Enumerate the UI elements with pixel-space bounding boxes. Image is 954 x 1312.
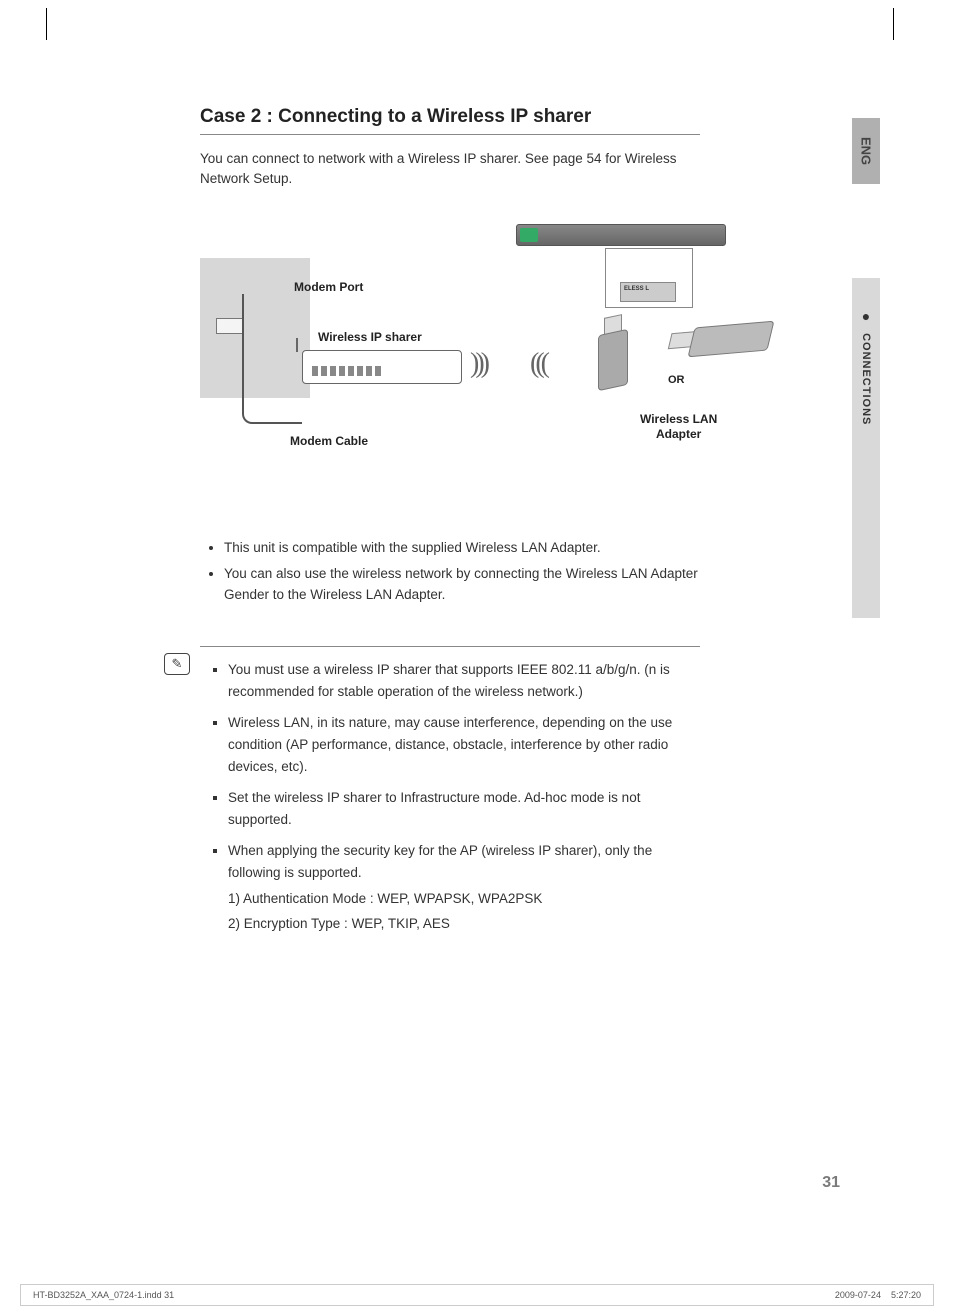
footer-date: 2009-07-24 [835,1290,881,1300]
note-sub-1: 1) Authentication Mode : WEP, WPAPSK, WP… [228,888,700,910]
note-sub-2: 2) Encryption Type : WEP, TKIP, AES [228,913,700,935]
modem-cable-label: Modem Cable [290,434,368,448]
dongle2-body-icon [687,320,774,357]
router-ports-icon [312,366,382,376]
footer-filename: HT-BD3252A_XAA_0724-1.indd 31 [33,1290,174,1300]
wall-port-icon [216,318,244,334]
wlan-adapter-label: Wireless LAN Adapter [640,412,717,443]
intro-text: You can connect to network with a Wirele… [200,149,700,190]
wlan-adapter-label-line1: Wireless LAN [640,412,717,426]
list-item: When applying the security key for the A… [228,840,700,934]
bd-wlan-port-icon [620,282,676,302]
connection-diagram: Modem Port Wireless IP sharer Modem Cabl… [200,218,840,498]
router-antenna-icon [296,338,298,352]
page-number: 31 [822,1174,840,1192]
bd-player-icon [516,224,726,246]
note-text: When applying the security key for the A… [228,843,652,880]
section-tab-bullet: ● [858,308,874,325]
note-list: You must use a wireless IP sharer that s… [214,659,700,935]
wlan-adapter-label-line2: Adapter [656,427,701,441]
footer-time: 5:27:20 [891,1290,921,1300]
modem-port-label: Modem Port [294,280,363,294]
wireless-ip-sharer-label: Wireless IP sharer [318,330,422,344]
compat-bullets: This unit is compatible with the supplie… [210,538,700,607]
content-area: Case 2 : Connecting to a Wireless IP sha… [60,46,700,935]
wifi-waves-out-icon: ))) [470,348,486,380]
modem-cable-line [242,294,302,424]
wlan-dongle-vertical [580,310,650,402]
language-tab: ENG [852,118,880,184]
bd-player-slot-icon [520,228,538,242]
list-item: You can also use the wireless network by… [224,564,700,606]
list-item: You must use a wireless IP sharer that s… [228,659,700,702]
wlan-dongle-horizontal [670,316,780,376]
bd-wlan-port-label: ELESS L [624,286,649,292]
list-item: This unit is compatible with the supplie… [224,538,700,559]
crop-marks [0,8,954,44]
wifi-waves-in-icon: ((( [530,348,546,380]
section-tab-label: CONNECTIONS [860,333,872,425]
page: ENG ● CONNECTIONS Case 2 : Connecting to… [60,46,880,1252]
section-title: Case 2 : Connecting to a Wireless IP sha… [200,106,700,135]
note-icon: ✎ [164,653,190,675]
dongle-body-icon [598,328,628,390]
section-tab: ● CONNECTIONS [852,278,880,618]
print-footer: HT-BD3252A_XAA_0724-1.indd 31 2009-07-24… [20,1284,934,1306]
list-item: Set the wireless IP sharer to Infrastruc… [228,787,700,830]
list-item: Wireless LAN, in its nature, may cause i… [228,712,700,777]
note-box: ✎ You must use a wireless IP sharer that… [200,646,700,935]
